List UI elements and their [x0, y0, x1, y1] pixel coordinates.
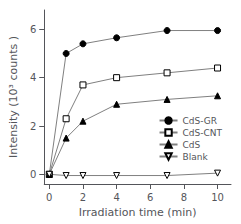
- svg-text:10: 10: [211, 192, 224, 203]
- svg-text:8: 8: [181, 192, 187, 203]
- svg-text:2: 2: [30, 121, 36, 132]
- svg-text:CdS-GR: CdS-GR: [183, 116, 218, 126]
- svg-text:Irradiation time (min): Irradiation time (min): [79, 206, 197, 219]
- svg-text:Blank: Blank: [183, 152, 209, 162]
- svg-text:Intensity (10³ counts ): Intensity (10³ counts ): [7, 36, 20, 158]
- svg-text:4: 4: [113, 192, 119, 203]
- svg-text:0: 0: [46, 192, 52, 203]
- svg-text:6: 6: [147, 192, 153, 203]
- svg-text:CdS-CNT: CdS-CNT: [183, 128, 223, 138]
- svg-text:CdS: CdS: [183, 140, 201, 150]
- svg-text:0: 0: [30, 169, 36, 180]
- svg-text:4: 4: [30, 72, 36, 83]
- svg-text:6: 6: [30, 24, 36, 35]
- svg-text:2: 2: [80, 192, 86, 203]
